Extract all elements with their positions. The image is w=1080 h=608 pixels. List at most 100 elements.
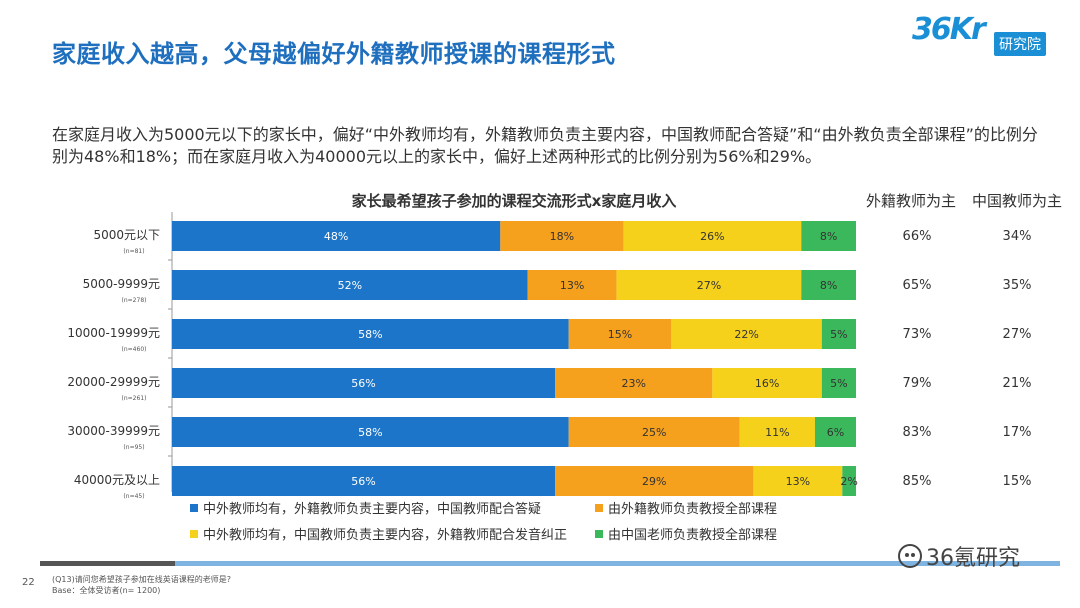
category-label: 40000元及以上 [74, 473, 160, 487]
bar-segment [801, 221, 856, 251]
foreign-main-value: 65% [903, 278, 932, 293]
foreign-main-value: 66% [903, 229, 932, 244]
bar-value-label: 29% [642, 475, 666, 488]
legend-label: 中外教师均有，中国教师负责主要内容，外籍教师配合发音纠正 [203, 528, 568, 543]
legend-item: 中外教师均有，中国教师负责主要内容，外籍教师配合发音纠正 [190, 524, 567, 543]
bar-value-label: 16% [755, 377, 779, 390]
page-number: 22 [22, 577, 35, 588]
bar-value-label: 13% [786, 475, 810, 488]
category-label: 20000-29999元 [67, 375, 160, 389]
description-text: 在家庭月收入为5000元以下的家长中，偏好“中外教师均有，外籍教师负责主要内容，… [52, 125, 1038, 166]
bar-segment [172, 221, 501, 251]
bar-segment [568, 417, 740, 447]
sample-size-label: (n=95) [123, 444, 144, 451]
sample-size-label: (n=278) [122, 297, 147, 304]
bar-value-label: 8% [820, 230, 837, 243]
legend-swatch [595, 503, 603, 512]
bar-value-label: 27% [697, 279, 721, 292]
legend-item: 中外教师均有，外籍教师负责主要内容，中国教师配合答疑 [190, 498, 541, 517]
footer-bar-light [175, 561, 1060, 566]
chart-title: 家长最希望孩子参加的课程交流形式x家庭月收入 [351, 192, 677, 210]
footer-bar-dark [40, 561, 175, 566]
legend-item: 由中国老师负责教授全部课程 [595, 524, 777, 543]
bar-segment [739, 417, 815, 447]
category-label: 5000-9999元 [83, 277, 160, 291]
bar-value-label: 52% [338, 279, 362, 292]
sample-size-label: (n=45) [123, 493, 144, 500]
bar-segment [568, 319, 672, 349]
bar-value-label: 25% [642, 426, 666, 439]
page-title: 家庭收入越高，父母越偏好外籍教师授课的课程形式 [52, 40, 616, 68]
bar-segment [814, 417, 856, 447]
bar-segment [712, 368, 822, 398]
bar-value-label: 56% [351, 377, 375, 390]
foreign-main-value: 83% [903, 425, 932, 440]
brand-logo: 36Kr 研究院 [912, 12, 1062, 56]
bar-value-label: 2% [840, 475, 857, 488]
bar-segment [555, 368, 713, 398]
category-label: 30000-39999元 [67, 424, 160, 438]
bar-value-label: 58% [358, 426, 382, 439]
bar-segment [842, 466, 856, 496]
legend-label: 由中国老师负责教授全部课程 [608, 528, 778, 543]
bar-value-label: 6% [827, 426, 844, 439]
bar-segment [172, 368, 556, 398]
wechat-icon [898, 544, 922, 568]
bar-value-label: 8% [820, 279, 837, 292]
bar-segment [172, 319, 569, 349]
bar-segment [623, 221, 802, 251]
bar-value-label: 5% [830, 377, 847, 390]
footnote-base: Base：全体受访者(n= 1200) [52, 586, 161, 595]
legend-swatch [190, 503, 198, 512]
legend-item: 由外籍教师负责教授全部课程 [595, 498, 777, 517]
bar-segment [527, 270, 617, 300]
bar-value-label: 48% [324, 230, 348, 243]
sample-size-label: (n=460) [122, 346, 147, 353]
bar-segment [801, 270, 856, 300]
watermark-text: 36氪研究 [926, 546, 1020, 571]
watermark: 36氪研究 [898, 540, 1020, 572]
footnote-question: (Q13)请问您希望孩子参加在线英语课程的老师是? [52, 575, 231, 584]
footnote: (Q13)请问您希望孩子参加在线英语课程的老师是? Base：全体受访者(n= … [52, 574, 231, 596]
bar-value-label: 11% [765, 426, 789, 439]
chinese-main-value: 17% [1003, 425, 1032, 440]
bar-segment [500, 221, 624, 251]
chinese-main-value: 34% [1003, 229, 1032, 244]
bar-segment [753, 466, 843, 496]
sample-size-label: (n=81) [123, 248, 144, 255]
bar-value-label: 56% [351, 475, 375, 488]
legend-label: 中外教师均有，外籍教师负责主要内容，中国教师配合答疑 [203, 502, 542, 517]
bar-value-label: 58% [358, 328, 382, 341]
bar-segment [616, 270, 802, 300]
bar-segment [821, 319, 856, 349]
chinese-main-value: 27% [1003, 327, 1032, 342]
legend-swatch [190, 529, 198, 538]
col-head-foreign: 外籍教师为主 [865, 192, 956, 210]
chinese-main-value: 35% [1003, 278, 1032, 293]
bar-value-label: 18% [550, 230, 574, 243]
sample-size-label: (n=261) [122, 395, 147, 402]
bar-segment [671, 319, 822, 349]
foreign-main-value: 73% [903, 327, 932, 342]
bar-segment [172, 417, 569, 447]
bar-segment [172, 270, 528, 300]
bar-value-label: 23% [621, 377, 645, 390]
logo-sub: 研究院 [994, 32, 1046, 56]
bar-value-label: 13% [560, 279, 584, 292]
foreign-main-value: 79% [903, 376, 932, 391]
category-label: 5000元以下 [93, 228, 160, 242]
col-head-chinese: 中国教师为主 [971, 192, 1062, 210]
legend-swatch [595, 529, 603, 538]
bar-value-label: 5% [830, 328, 847, 341]
bar-segment [555, 466, 754, 496]
chinese-main-value: 21% [1003, 376, 1032, 391]
logo-brand: 36Kr [912, 12, 986, 47]
bar-value-label: 26% [700, 230, 724, 243]
bar-segment [172, 466, 556, 496]
chinese-main-value: 15% [1003, 474, 1032, 489]
stacked-bar-chart: 5000元以下 (n=81) 48% 18% 26% 8% 66% 34% 5000-9999元… [67, 212, 1032, 500]
bar-value-label: 22% [734, 328, 758, 341]
bar-value-label: 15% [608, 328, 632, 341]
foreign-main-value: 85% [903, 474, 932, 489]
category-label: 10000-19999元 [67, 326, 160, 340]
